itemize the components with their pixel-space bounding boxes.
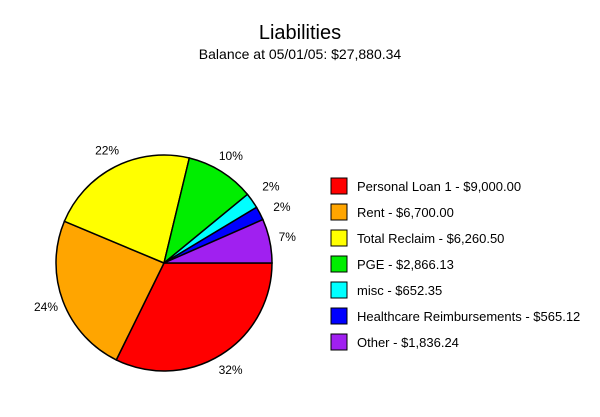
pie-percent-label-2: 24% [34,300,58,314]
pie-slice-4 [162,157,249,266]
legend-swatch-7 [330,333,348,351]
legend-swatch-3 [330,229,348,247]
legend-label-2: Rent - $6,700.00 [357,205,454,220]
legend-swatch-6 [330,307,348,325]
chart-title: Liabilities [258,22,342,44]
legend-label-5: misc - $652.35 [357,283,442,298]
legend-label-6: Healthcare Reimbursements - $565.12 [357,309,580,324]
pie-percent-label-3: 22% [95,144,119,158]
pie-percent-label-6: 2% [273,200,291,214]
pie-slice-2 [55,220,166,361]
legend-label-1: Personal Loan 1 - $9,000.00 [357,179,521,194]
legend-swatch-1 [330,177,348,195]
legend-label-7: Other - $1,836.24 [357,335,459,350]
pie-slice-7 [163,218,273,264]
legend-swatch-2 [330,203,348,221]
pie-percent-label-4: 10% [219,149,243,163]
legend-swatch-5 [330,281,348,299]
pie-percent-label-5: 2% [262,179,280,193]
pie-slice-3 [63,154,191,265]
pie-percent-label-1: 32% [219,363,243,377]
legend-label-3: Total Reclaim - $6,260.50 [357,231,504,246]
legend-label-4: PGE - $2,866.13 [357,257,454,272]
pie-slice-1 [115,262,273,372]
pie-percent-label-7: 7% [279,230,297,244]
chart-subtitle: Balance at 05/01/05: $27,880.34 [198,46,402,62]
legend-swatch-4 [330,255,348,273]
